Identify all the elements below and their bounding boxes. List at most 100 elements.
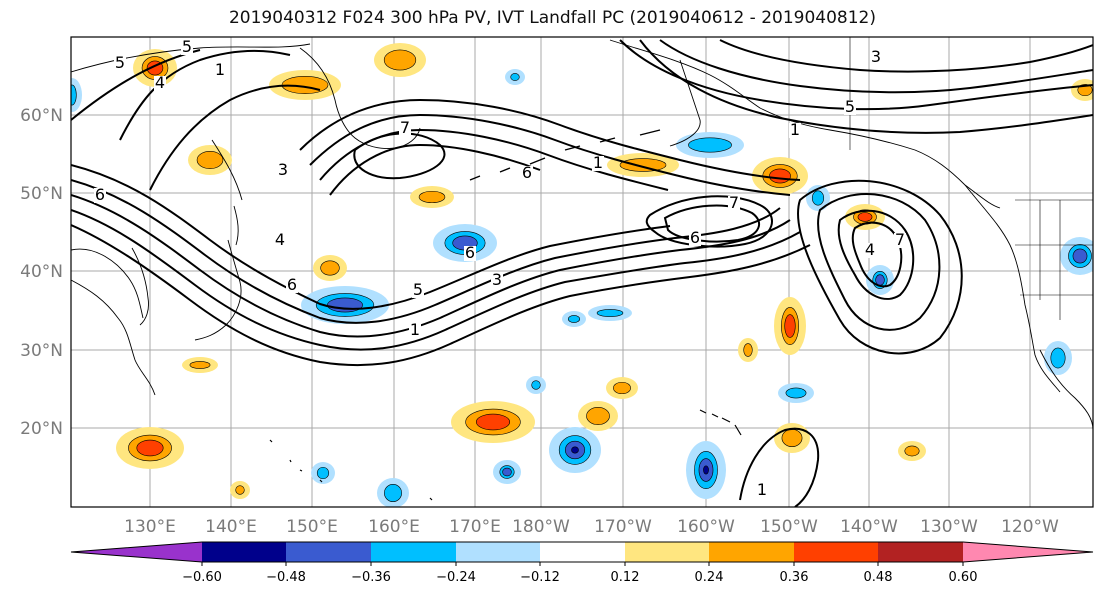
contour-label: 7 — [895, 230, 905, 249]
shade-core — [567, 315, 581, 323]
shade-core — [1050, 347, 1066, 369]
shade-core — [235, 485, 245, 495]
colorbar-tick-label: 0.36 — [780, 570, 809, 585]
shade-core — [502, 467, 512, 477]
contour-label-bg — [864, 243, 876, 258]
shade-core — [784, 314, 796, 338]
longitude-label: 150°W — [760, 517, 818, 537]
longitude-labels: 130°E 140°E 150°E 160°E 170°E 180°W 170°W 160°W… — [124, 517, 1059, 537]
contour-label-bg — [409, 323, 421, 338]
colorbar-segment — [202, 542, 286, 562]
contour-label: 4 — [865, 240, 875, 259]
contour-label: 4 — [275, 230, 285, 249]
contour-label-bg — [491, 273, 503, 288]
colorbar-segment — [286, 542, 371, 562]
shade-core — [743, 343, 753, 357]
longitude-label: 130°W — [920, 517, 978, 537]
shade-core — [904, 445, 920, 457]
contour-label: 6 — [287, 275, 297, 294]
contour-label: 1 — [410, 320, 420, 339]
contour-label-bg — [870, 50, 882, 65]
contour-label: 6 — [95, 185, 105, 204]
latitude-labels: 60°N 50°N 40°N 30°N 20°N — [20, 106, 63, 439]
contour-label: 6 — [465, 243, 475, 262]
colorbar-tick-label: −0.24 — [436, 570, 476, 585]
shade-core — [613, 381, 631, 395]
contour-label: 6 — [522, 163, 532, 182]
shade-core — [136, 439, 164, 457]
longitude-label: 120°W — [1001, 517, 1059, 537]
contour-label: 5 — [115, 53, 125, 72]
shade-core — [189, 361, 211, 369]
contour-label-bg — [756, 483, 768, 498]
shade-core — [857, 212, 873, 222]
contour-label: 3 — [492, 270, 502, 289]
colorbar-segment — [371, 542, 456, 562]
colorbar-extend-high — [963, 542, 1093, 562]
contour-label-bg — [728, 196, 740, 211]
shade-core — [586, 407, 610, 425]
shade-core — [571, 446, 579, 454]
shade-core — [781, 429, 803, 447]
colorbar-segment — [878, 542, 963, 562]
shade-core — [1072, 248, 1088, 264]
contour-label: 4 — [155, 73, 165, 92]
longitude-label: 140°W — [840, 517, 898, 537]
contour-label-bg — [286, 278, 298, 293]
contour-label-bg — [399, 121, 411, 136]
shade-core — [785, 387, 807, 399]
contour-label: 7 — [400, 118, 410, 137]
map-frame — [70, 36, 1094, 508]
shade-core — [619, 158, 667, 172]
latitude-label: 60°N — [20, 106, 63, 126]
shade-core — [875, 274, 885, 286]
shade-core — [596, 309, 624, 317]
shade-core — [320, 260, 340, 276]
colorbar-tick-label: 0.12 — [611, 570, 640, 585]
colorbar-tick-label: −0.60 — [182, 570, 222, 585]
colorbar-tick-label: 0.48 — [864, 570, 893, 585]
map-title: 2019040312 F024 300 hPa PV, IVT Landfall… — [228, 8, 876, 28]
colorbar-segment — [794, 542, 878, 562]
colorbar-segment — [625, 542, 709, 562]
colorbar-tick-label: 0.24 — [695, 570, 724, 585]
shade-core — [71, 84, 77, 106]
latitude-label: 20°N — [20, 419, 63, 439]
shade-core — [316, 466, 330, 480]
contour-label: 1 — [790, 120, 800, 139]
pv-contours — [71, 39, 1093, 507]
latitude-label: 40°N — [20, 262, 63, 282]
contour-label-bg — [464, 246, 476, 261]
contour-label-bg — [274, 233, 286, 248]
contour-label: 1 — [215, 60, 225, 79]
shade-core — [327, 297, 363, 313]
shade-core — [510, 73, 520, 81]
contour-label-bg — [689, 231, 701, 246]
contour-label: 6 — [690, 228, 700, 247]
shade-core — [703, 465, 709, 475]
latitude-label: 30°N — [20, 341, 63, 361]
contour-label: 5 — [182, 37, 192, 56]
contour-label: 7 — [729, 193, 739, 212]
colorbar-tick-label: 0.60 — [949, 570, 978, 585]
longitude-label: 160°E — [368, 517, 420, 537]
shade-core — [531, 380, 541, 390]
longitude-label: 140°E — [205, 517, 257, 537]
longitude-label: 160°W — [677, 517, 735, 537]
contour-label-bg — [789, 123, 801, 138]
shade-core — [418, 190, 446, 204]
contour-label-bg — [521, 166, 533, 181]
colorbar-segment — [709, 542, 794, 562]
contour-label: 1 — [593, 153, 603, 172]
contour-label-bg — [114, 56, 126, 71]
contour-label: 3 — [871, 47, 881, 66]
longitude-label: 170°E — [449, 517, 501, 537]
contour-label-bg — [894, 233, 906, 248]
colorbar: −0.60 −0.48 −0.36 −0.24 −0.12 0.12 0.24 0.36 0.4… — [70, 541, 1094, 585]
colorbar-extend-low — [71, 542, 202, 562]
shade-core — [196, 151, 224, 169]
contour-label: 5 — [413, 280, 423, 299]
colorbar-segment — [540, 542, 625, 562]
